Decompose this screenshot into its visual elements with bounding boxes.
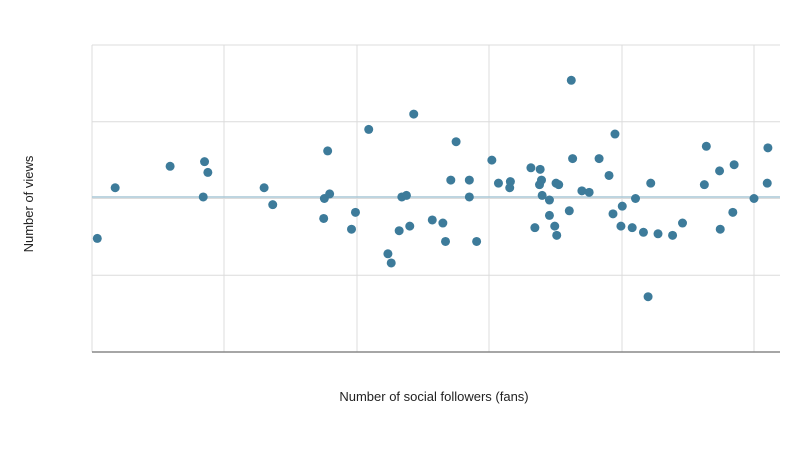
data-point (198, 192, 208, 202)
data-point (594, 154, 604, 164)
data-point (394, 226, 404, 236)
data-point (441, 236, 451, 246)
data-point (383, 249, 393, 259)
data-point (386, 258, 396, 268)
data-point (505, 177, 515, 187)
data-point (728, 207, 738, 217)
data-point (616, 221, 626, 231)
data-point (526, 163, 536, 173)
data-point (268, 200, 278, 210)
data-point (259, 183, 269, 193)
data-point (631, 194, 641, 203)
data-point (438, 218, 448, 228)
data-point (92, 233, 102, 243)
data-point (535, 164, 545, 174)
data-point (617, 201, 627, 211)
gridlines (91, 44, 780, 352)
data-point (608, 209, 618, 219)
data-point (493, 178, 503, 188)
data-points (92, 75, 773, 302)
data-point (464, 175, 474, 185)
data-point (347, 224, 357, 234)
x-axis-label: Number of social followers (fans) (339, 389, 528, 404)
data-point (715, 166, 725, 176)
data-point (535, 180, 545, 190)
data-point (323, 146, 333, 156)
data-point (451, 137, 461, 147)
data-point (350, 207, 360, 217)
data-point (110, 183, 120, 193)
y-axis-label: Number of views (21, 155, 36, 252)
data-point (749, 194, 759, 203)
data-point (699, 180, 709, 190)
data-point (568, 154, 578, 164)
data-point (638, 227, 648, 237)
data-point (653, 229, 663, 239)
data-point (472, 236, 482, 246)
data-point (646, 178, 656, 188)
data-point (427, 215, 437, 225)
data-point (487, 155, 497, 165)
data-point (537, 190, 547, 200)
data-point (544, 195, 554, 205)
data-point (405, 221, 415, 231)
data-point (319, 213, 329, 223)
data-point (668, 230, 678, 240)
data-point (364, 124, 374, 134)
data-point (200, 157, 210, 167)
data-point (584, 187, 594, 197)
data-point (564, 206, 574, 216)
data-point (729, 160, 739, 170)
data-point (566, 75, 576, 85)
data-point (577, 186, 587, 196)
data-point (701, 141, 711, 151)
data-point (552, 230, 562, 240)
data-point (544, 210, 554, 220)
data-point (762, 178, 772, 188)
data-point (715, 224, 725, 234)
data-point (763, 143, 773, 153)
data-point (610, 129, 620, 139)
data-point (604, 170, 614, 180)
data-point (446, 175, 456, 185)
data-point (554, 180, 564, 190)
data-point (165, 161, 175, 171)
data-point (627, 223, 637, 233)
data-point (409, 109, 419, 119)
data-point (678, 218, 688, 228)
data-point (550, 221, 560, 231)
data-point (325, 189, 335, 199)
data-point (203, 167, 213, 177)
data-point (464, 192, 474, 202)
data-point (643, 292, 653, 302)
data-point (401, 190, 411, 200)
data-point (530, 223, 540, 233)
